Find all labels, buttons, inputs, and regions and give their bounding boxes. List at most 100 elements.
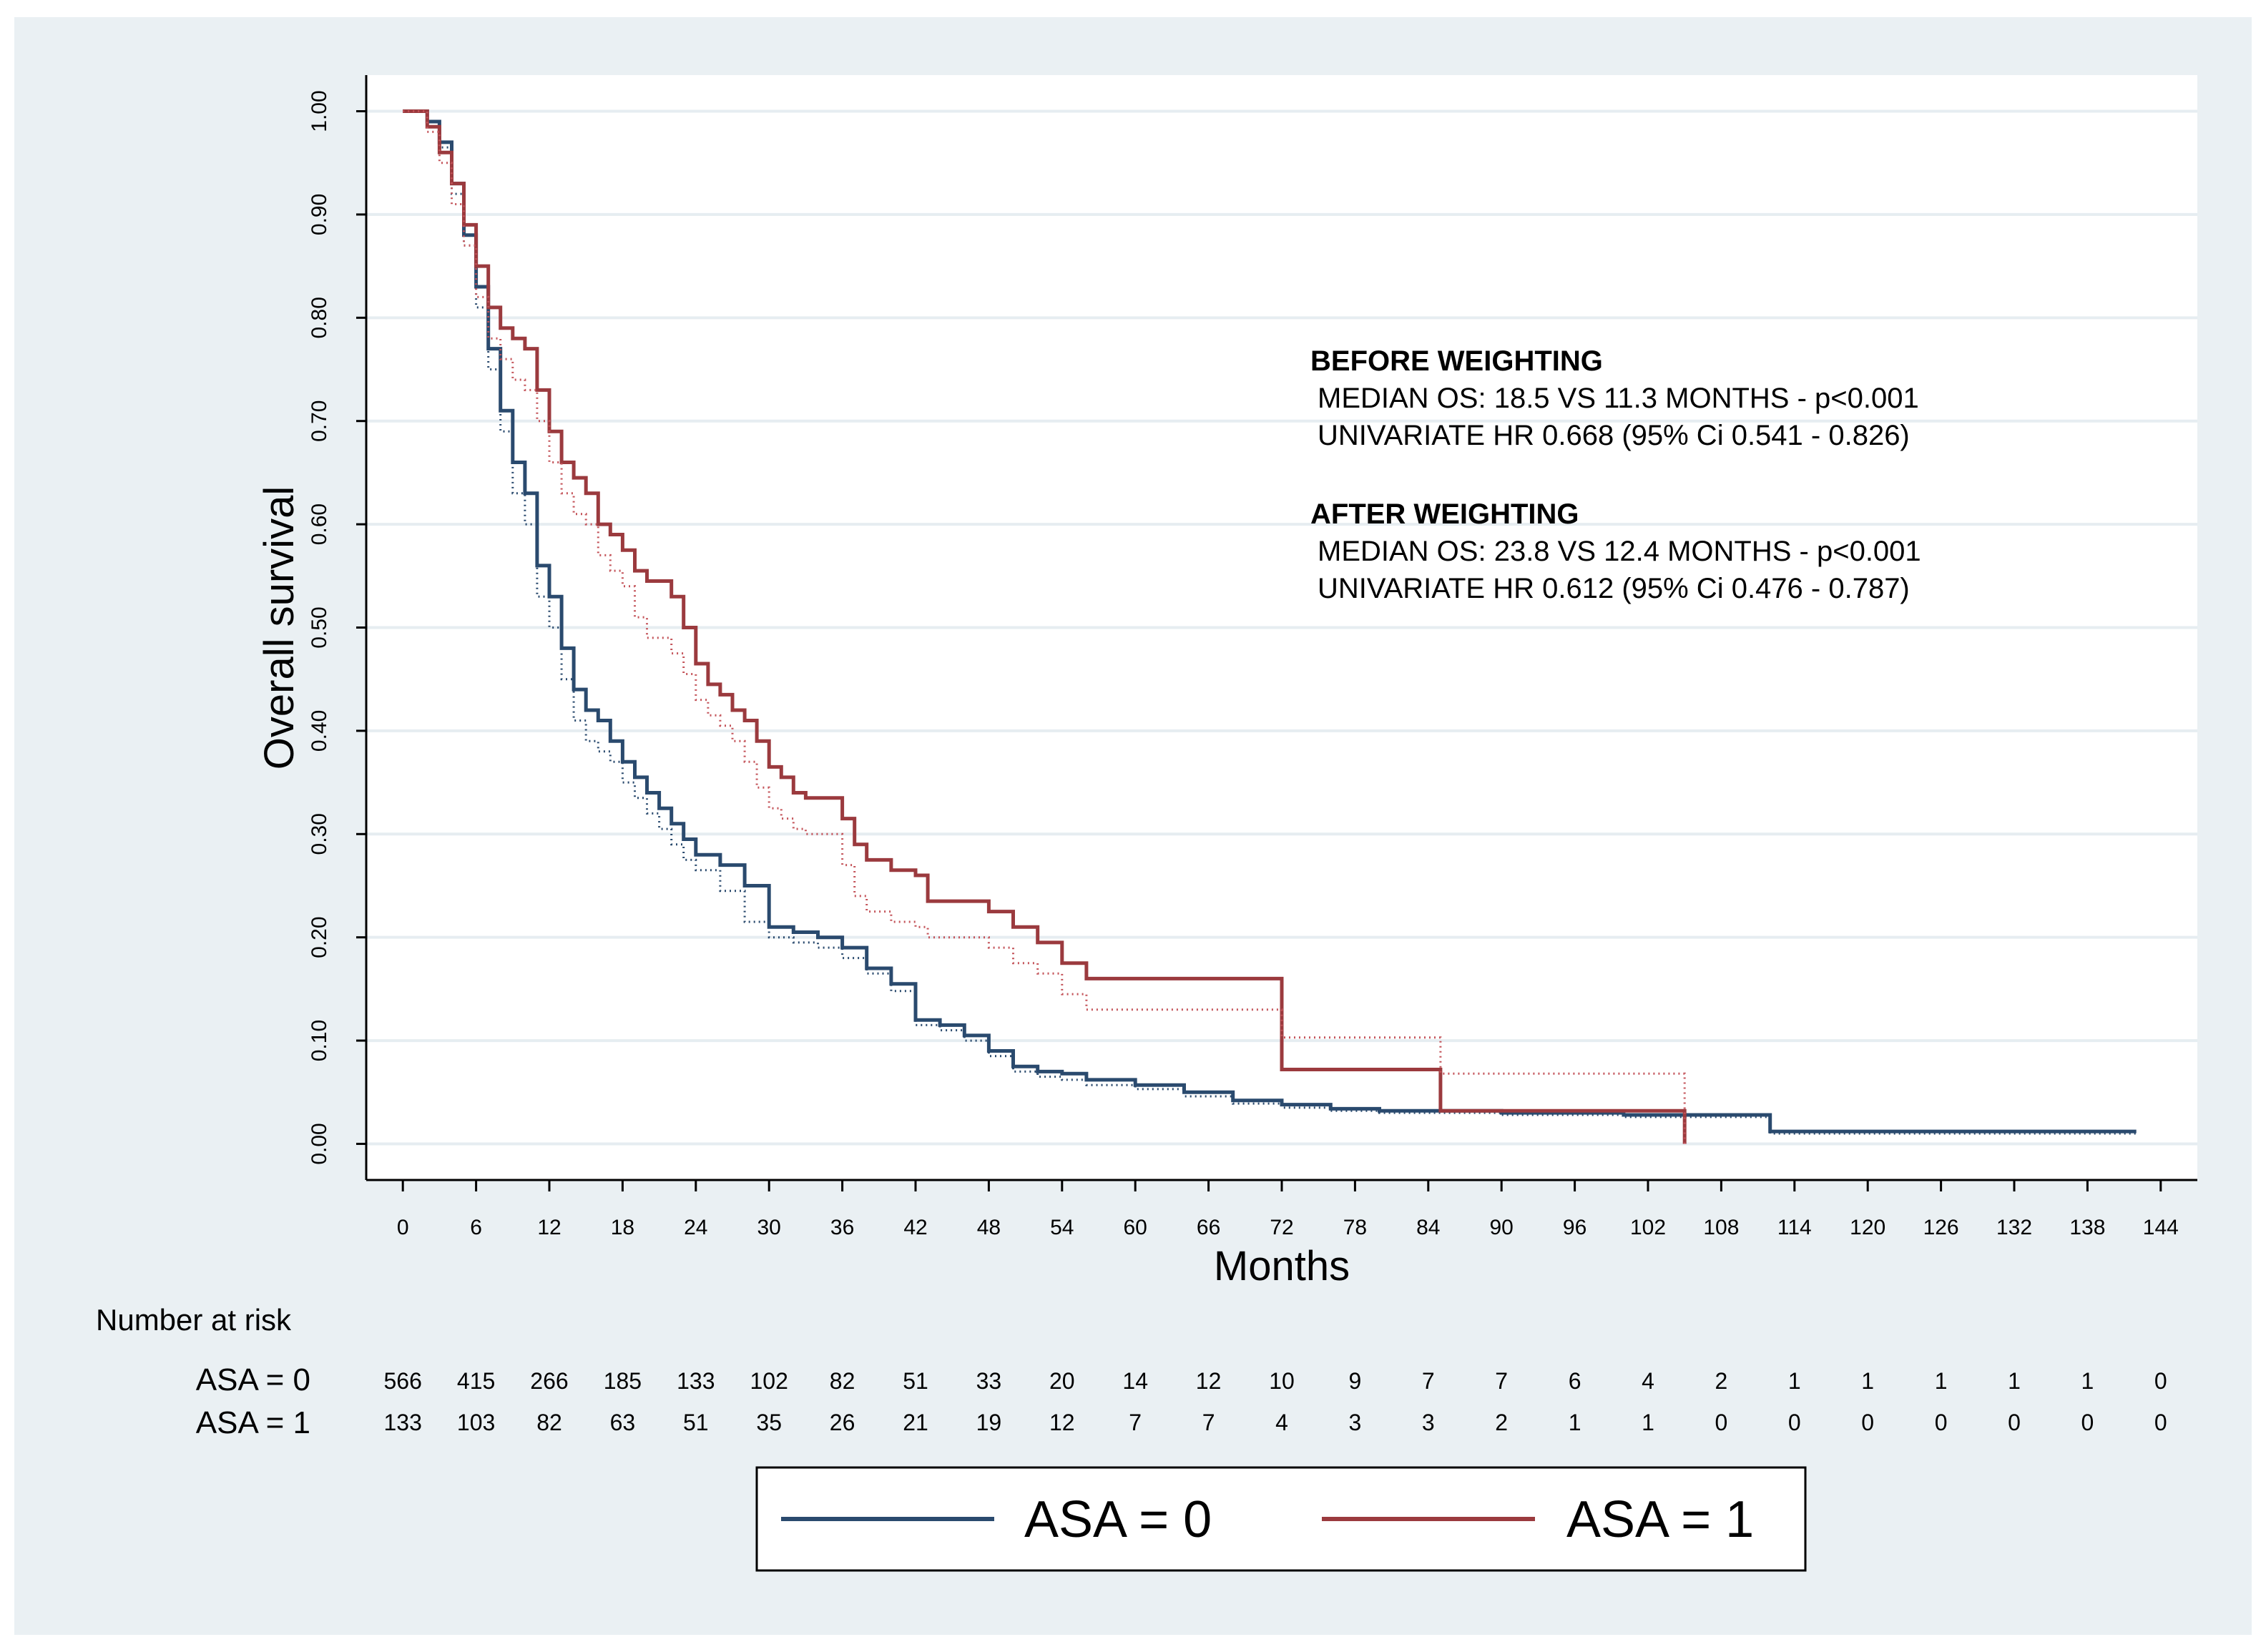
y-tick-label: 0.40 (308, 710, 331, 752)
x-axis-title: Months (1214, 1243, 1350, 1289)
risk-count: 0 (2008, 1410, 2021, 1435)
risk-count: 7 (1129, 1410, 1142, 1435)
risk-count: 82 (830, 1368, 855, 1394)
y-tick-label: 0.30 (308, 813, 331, 855)
risk-count: 102 (750, 1368, 788, 1394)
annotation-line-before-hr: UNIVARIATE HR 0.668 (95% Ci 0.541 - 0.82… (1318, 420, 1910, 451)
annotation-heading-after: AFTER WEIGHTING (1310, 498, 1579, 530)
annotation-line-after-hr: UNIVARIATE HR 0.612 (95% Ci 0.476 - 0.78… (1318, 573, 1910, 604)
risk-count: 266 (530, 1368, 568, 1394)
x-tick-label: 132 (1996, 1216, 2032, 1239)
annotation-line-after-median: MEDIAN OS: 23.8 VS 12.4 MONTHS - p<0.001 (1318, 536, 1921, 567)
x-tick-label: 90 (1490, 1216, 1514, 1239)
x-tick-label: 126 (1923, 1216, 1959, 1239)
y-tick-label: 0.70 (308, 400, 331, 442)
survival-curve-asa0-dotted (403, 110, 2137, 1135)
risk-count: 0 (1715, 1410, 1728, 1435)
risk-table-values: 566 415 266 185 133 102 82 51 33 20 14 12 10 9 7 7 6 4 2 1 1… (384, 1368, 2167, 1435)
risk-count: 2 (1495, 1410, 1508, 1435)
risk-count: 1 (1935, 1368, 1948, 1394)
risk-count: 133 (384, 1410, 422, 1435)
risk-count: 63 (610, 1410, 636, 1435)
survival-curves (403, 109, 2137, 1144)
risk-count: 103 (457, 1410, 495, 1435)
x-tick-label: 96 (1563, 1216, 1586, 1239)
risk-count: 1 (1569, 1410, 1581, 1435)
risk-count: 33 (976, 1368, 1002, 1394)
risk-table-title: Number at risk (96, 1303, 292, 1337)
risk-count: 1 (2081, 1368, 2094, 1394)
x-tick-label: 78 (1343, 1216, 1367, 1239)
x-tick-label: 138 (2069, 1216, 2105, 1239)
x-tick-label: 120 (1850, 1216, 1885, 1239)
risk-count: 51 (683, 1410, 709, 1435)
y-tick-label: 0.50 (308, 606, 331, 648)
survival-curve-asa0-solid (403, 109, 2137, 1134)
risk-count: 1 (1642, 1410, 1654, 1435)
x-tick-label: 54 (1050, 1216, 1074, 1239)
risk-count: 21 (903, 1410, 928, 1435)
y-tick-label: 0.00 (308, 1123, 331, 1164)
risk-count: 14 (1122, 1368, 1148, 1394)
y-tick-label: 0.60 (308, 503, 331, 545)
x-tick-label: 36 (830, 1216, 854, 1239)
risk-count: 415 (457, 1368, 495, 1394)
y-axis-title: Overall survival (256, 486, 303, 770)
risk-count: 10 (1269, 1368, 1295, 1394)
x-tick-label: 24 (684, 1216, 707, 1239)
x-tick-label: 60 (1124, 1216, 1147, 1239)
risk-count: 133 (677, 1368, 715, 1394)
risk-count: 20 (1049, 1368, 1075, 1394)
x-tick-label: 48 (977, 1216, 1001, 1239)
risk-count: 0 (1935, 1410, 1948, 1435)
x-tick-label: 102 (1630, 1216, 1666, 1239)
risk-count: 19 (976, 1410, 1002, 1435)
risk-count: 35 (756, 1410, 782, 1435)
x-tick-label: 12 (537, 1216, 561, 1239)
x-tick-label: 108 (1703, 1216, 1739, 1239)
risk-count: 3 (1349, 1410, 1362, 1435)
y-tick-label: 0.10 (308, 1020, 331, 1061)
x-tick-label: 42 (903, 1216, 927, 1239)
x-tick-label: 84 (1416, 1216, 1440, 1239)
x-tick-label: 114 (1777, 1216, 1812, 1239)
x-tick-label: 30 (757, 1216, 781, 1239)
risk-count: 6 (1569, 1368, 1581, 1394)
y-tick-label: 0.20 (308, 916, 331, 958)
x-tick-label: 72 (1270, 1216, 1293, 1239)
annotation-line-before-median: MEDIAN OS: 18.5 VS 11.3 MONTHS - p<0.001 (1318, 383, 1919, 414)
x-tick-label: 66 (1197, 1216, 1220, 1239)
risk-row-label-asa1: ASA = 1 (196, 1405, 310, 1440)
x-tick-label: 6 (470, 1216, 482, 1239)
risk-count: 82 (536, 1410, 562, 1435)
legend-label-asa0: ASA = 0 (1024, 1491, 1212, 1548)
y-ticks: 0.00 0.10 0.20 0.30 0.40 0.50 0.60 0.70 0.80 0.90… (308, 90, 366, 1165)
y-tick-label: 1.00 (308, 90, 331, 132)
risk-count: 7 (1422, 1368, 1435, 1394)
risk-count: 9 (1349, 1368, 1362, 1394)
survival-curve-asa1-solid (403, 109, 1687, 1144)
risk-row-label-asa0: ASA = 0 (196, 1362, 310, 1397)
y-tick-label: 0.90 (308, 194, 331, 235)
legend: ASA = 0 ASA = 1 (755, 1466, 1807, 1572)
x-tick-label: 144 (2143, 1216, 2179, 1239)
x-tick-label: 18 (611, 1216, 634, 1239)
risk-count: 12 (1196, 1368, 1222, 1394)
risk-count: 4 (1275, 1410, 1288, 1435)
legend-label-asa1: ASA = 1 (1566, 1491, 1754, 1548)
risk-count: 0 (2154, 1368, 2167, 1394)
risk-count: 26 (830, 1410, 855, 1435)
risk-count: 566 (384, 1368, 422, 1394)
risk-count: 7 (1202, 1410, 1215, 1435)
stats-annotations: BEFORE WEIGHTING MEDIAN OS: 18.5 VS 11.3… (1310, 345, 1921, 604)
risk-count: 1 (2008, 1368, 2021, 1394)
risk-count: 0 (1788, 1410, 1801, 1435)
risk-count: 0 (2154, 1410, 2167, 1435)
risk-count: 2 (1715, 1368, 1728, 1394)
x-ticks: 0 6 12 18 24 30 36 42 48 54 60 66 72 78 84 90 96 102 108 11… (397, 1180, 2179, 1239)
risk-count: 4 (1642, 1368, 1654, 1394)
risk-count: 3 (1422, 1410, 1435, 1435)
grid-lines (366, 109, 2197, 1146)
risk-count: 7 (1495, 1368, 1508, 1394)
